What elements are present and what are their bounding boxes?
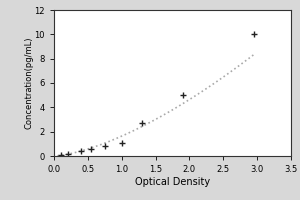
Y-axis label: Concentration(pg/mL): Concentration(pg/mL) xyxy=(24,37,33,129)
X-axis label: Optical Density: Optical Density xyxy=(135,177,210,187)
